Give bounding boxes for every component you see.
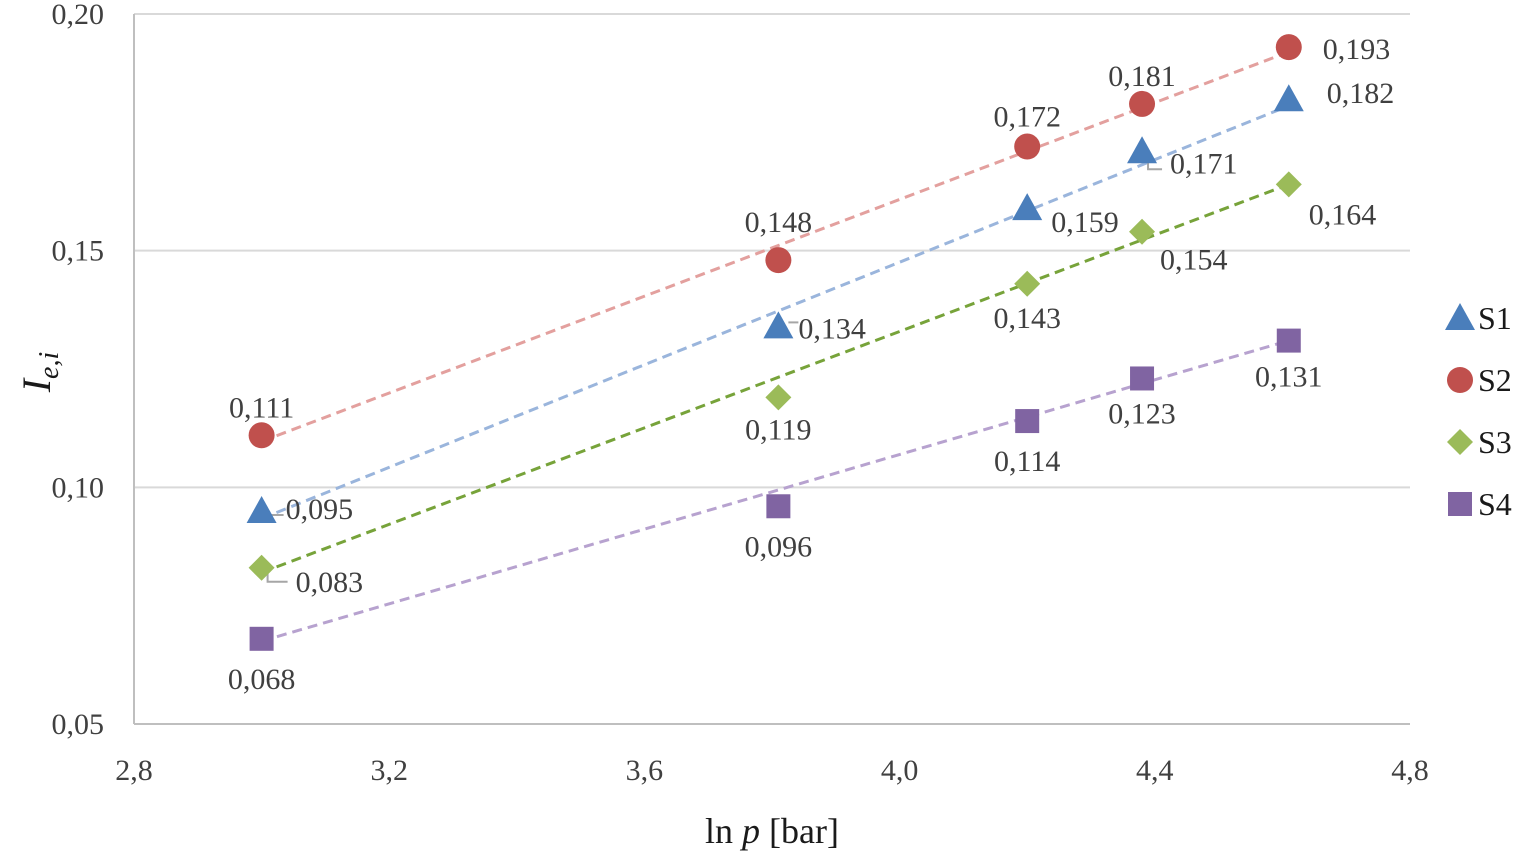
marker-s1-1	[763, 311, 794, 339]
marker-s4-3	[1130, 366, 1155, 391]
legend-label-s3: S3	[1478, 424, 1512, 460]
marker-s2-2	[1014, 133, 1041, 160]
legend-marker-s4	[1448, 492, 1472, 516]
marker-s2-3	[1129, 90, 1156, 117]
data-label-s3-2: 0,143	[993, 302, 1061, 335]
data-label-s1-0: 0,095	[286, 493, 354, 526]
y-axis-title-sub: e,i	[34, 352, 65, 379]
axes: 0,05 0,10 0,15 0,20 2,8 3,2 3,6 4,0 4,4 4,8	[52, 0, 1429, 787]
leader-s3-0	[266, 571, 288, 583]
marker-s1-2	[1012, 193, 1043, 221]
x-axis-title-main: ln	[705, 811, 742, 851]
marker-s3-1	[765, 384, 792, 411]
trendlines	[261, 50, 1290, 643]
data-label-s1-4: 0,182	[1327, 77, 1395, 110]
marker-s4-1	[766, 494, 791, 519]
axis-titles: ln p [bar] Ie,i	[14, 352, 839, 851]
x-tick-label: 3,6	[626, 754, 664, 787]
data-label-s3-1: 0,119	[745, 413, 811, 446]
data-label-s2-3: 0,181	[1108, 60, 1176, 93]
marker-s3-3	[1129, 218, 1156, 245]
y-tick-label: 0,15	[52, 235, 105, 268]
marker-s4-4	[1276, 328, 1301, 353]
legend-marker-s1	[1445, 303, 1475, 330]
leader-lines	[266, 155, 1163, 583]
data-label-s1-3: 0,171	[1170, 147, 1238, 180]
marker-s2-0	[248, 422, 275, 449]
marker-s1-3	[1127, 136, 1158, 164]
y-tick-label: 0,05	[52, 708, 105, 741]
data-label-s3-4: 0,164	[1309, 198, 1377, 231]
data-label-s3-0: 0,083	[296, 566, 364, 599]
x-tick-label: 4,0	[881, 754, 919, 787]
x-tick-label: 4,4	[1136, 754, 1174, 787]
legend-label-s4: S4	[1478, 486, 1512, 522]
legend-marker-s2	[1447, 367, 1473, 393]
x-tick-label: 3,2	[370, 754, 408, 787]
trendline-s3	[261, 182, 1290, 574]
data-label-s4-0: 0,068	[228, 663, 296, 696]
y-tick-label: 0,10	[52, 471, 105, 504]
marker-s2-4	[1275, 34, 1302, 61]
marker-s1-4	[1273, 84, 1304, 112]
x-axis-title-unit: [bar]	[760, 811, 839, 851]
data-label-s2-2: 0,172	[993, 101, 1061, 134]
marker-s3-4	[1275, 171, 1302, 198]
y-axis-title: Ie,i	[14, 352, 65, 394]
data-label-s3-3: 0,154	[1160, 244, 1228, 277]
legend-label-s1: S1	[1478, 300, 1512, 336]
markers	[246, 34, 1304, 651]
data-labels: 0,095 0,134 0,159 0,171 0,182 0,111 0,148 0,172…	[228, 33, 1394, 696]
data-label-s4-4: 0,131	[1255, 361, 1323, 394]
marker-s3-2	[1014, 270, 1041, 297]
legend-label-s2: S2	[1478, 362, 1512, 398]
data-label-s4-2: 0,114	[994, 445, 1060, 478]
data-label-s1-1: 0,134	[798, 312, 866, 345]
x-axis-title-italic: p	[739, 811, 760, 851]
legend-marker-s3	[1447, 429, 1473, 455]
marker-s3-0	[248, 554, 275, 581]
legend: S1 S2 S3 S4	[1445, 300, 1512, 522]
x-tick-label: 2,8	[115, 754, 153, 787]
data-label-s4-3: 0,123	[1108, 397, 1176, 430]
data-label-s2-0: 0,111	[229, 391, 294, 424]
marker-s1-0	[246, 496, 277, 523]
x-axis-title: ln p [bar]	[705, 811, 839, 851]
data-label-s1-2: 0,159	[1051, 206, 1119, 239]
data-label-s2-4: 0,193	[1323, 33, 1391, 66]
data-label-s2-1: 0,148	[745, 206, 813, 239]
trendline-s4	[261, 339, 1290, 643]
marker-s2-1	[765, 247, 792, 274]
marker-s4-0	[249, 626, 274, 651]
data-label-s4-1: 0,096	[745, 530, 813, 563]
y-axis-title-main: I	[14, 377, 59, 393]
marker-s4-2	[1015, 409, 1040, 434]
trendline-s2	[261, 50, 1290, 443]
y-tick-label: 0,20	[52, 0, 105, 31]
trendline-s1	[261, 104, 1290, 520]
x-tick-label: 4,8	[1391, 754, 1429, 787]
